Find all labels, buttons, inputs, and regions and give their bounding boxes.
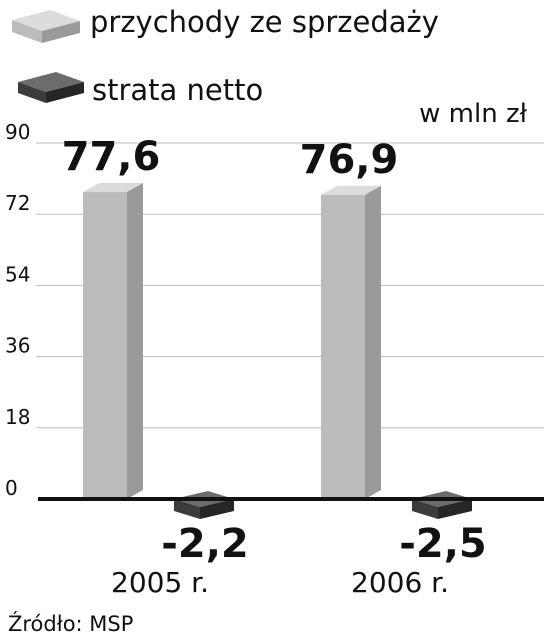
y-tick-label: 36: [5, 334, 30, 358]
bar-revenue: [321, 185, 381, 499]
y-axis-ticks: 0 18 36 54 72 90: [5, 120, 30, 500]
bar-front-face: [321, 194, 365, 499]
value-labels: 77,6 -2,2 76,9 -2,5: [62, 134, 487, 567]
y-tick-label: 72: [5, 191, 30, 215]
legend: przychody ze sprzedaży strata netto: [12, 5, 439, 107]
x-category-label: 2006 r.: [351, 566, 449, 599]
data-label-loss: -2,2: [161, 521, 248, 567]
data-label-revenue: 77,6: [62, 134, 161, 180]
legend-revenue-label: przychody ze sprzedaży: [90, 5, 439, 39]
y-tick-label: 54: [5, 262, 30, 286]
x-category-label: 2005 r.: [111, 566, 209, 599]
bars: [83, 183, 472, 519]
bar-top-face: [321, 185, 381, 195]
bar-revenue: [83, 183, 143, 499]
bar-side-face: [438, 499, 472, 519]
data-label-revenue: 76,9: [300, 137, 399, 183]
category-labels: 2005 r. 2006 r.: [111, 566, 449, 599]
y-tick-label: 0: [5, 476, 18, 500]
bar-side-face: [200, 499, 234, 519]
bar-side-face: [365, 185, 381, 499]
bar-top-face: [83, 183, 143, 193]
legend-revenue-swatch: [12, 10, 80, 43]
bar-front-face: [412, 499, 438, 519]
y-tick-label: 18: [5, 405, 30, 429]
bar-front-face: [174, 499, 200, 519]
legend-loss-swatch: [18, 72, 84, 103]
bar-loss: [412, 491, 472, 519]
legend-loss-label: strata netto: [92, 73, 263, 107]
source-note: Źródło: MSP: [8, 611, 133, 636]
unit-label: w mln zł: [419, 99, 527, 129]
bar-front-face: [83, 192, 127, 499]
data-label-loss: -2,5: [399, 521, 486, 567]
y-tick-label: 90: [5, 120, 30, 144]
bar-loss: [174, 491, 234, 519]
bar-side-face: [127, 183, 143, 499]
